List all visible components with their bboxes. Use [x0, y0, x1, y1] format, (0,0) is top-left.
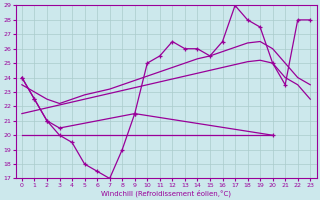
X-axis label: Windchill (Refroidissement éolien,°C): Windchill (Refroidissement éolien,°C)	[101, 189, 231, 197]
